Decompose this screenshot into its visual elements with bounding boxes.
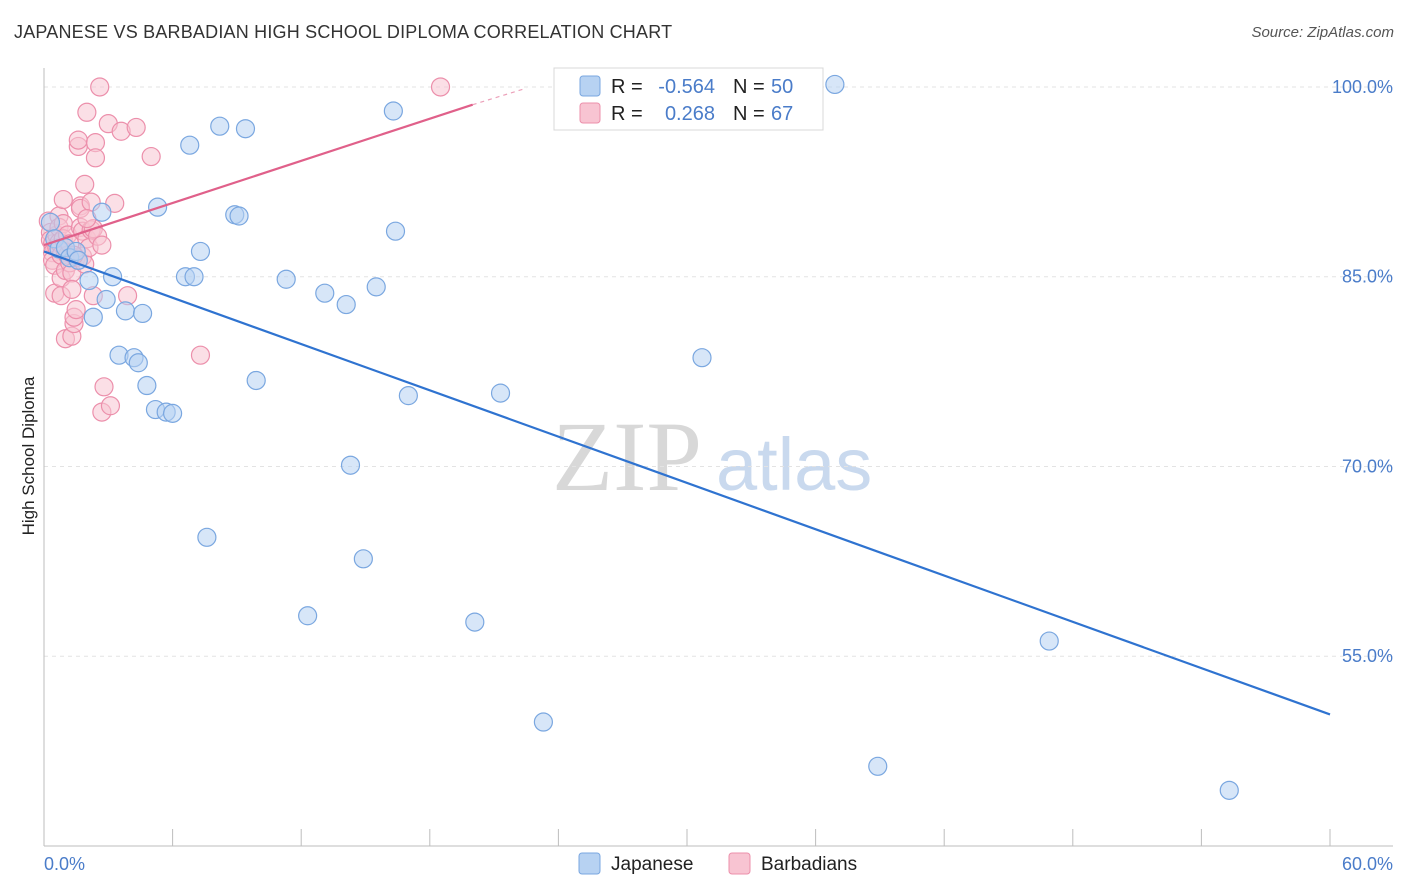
y-tick-label: 85.0%: [1342, 267, 1393, 287]
japanese-point: [398, 386, 418, 406]
trend-lines: [43, 87, 1331, 716]
barbadian-point: [141, 146, 161, 167]
japanese-point: [298, 606, 318, 626]
japanese-point: [96, 289, 116, 310]
japanese-point: [533, 712, 553, 732]
japanese-point: [115, 301, 136, 321]
barbadian-point: [75, 174, 95, 194]
japanese-point: [366, 277, 386, 297]
barbadian-point: [53, 189, 73, 210]
legend-n-value-2: 67: [771, 103, 793, 125]
japanese-trend-line: [43, 250, 1331, 716]
japanese-point: [383, 101, 403, 121]
barbadian-point: [190, 345, 211, 365]
barbadian-point: [85, 148, 106, 168]
gridlines: [44, 86, 1393, 657]
chart-title: JAPANESE VS BARBADIAN HIGH SCHOOL DIPLOM…: [14, 22, 673, 42]
bottom-legend-swatch-barbadians: [728, 852, 751, 875]
barbadian-point: [92, 235, 112, 255]
barbadian-point: [90, 77, 110, 97]
japanese-point: [235, 119, 256, 139]
barbadian-point: [430, 77, 451, 97]
japanese-point: [128, 353, 148, 373]
legend-swatch-barbadians: [579, 102, 601, 124]
x-tick-label-max: 60.0%: [1342, 854, 1393, 874]
y-tick-label: 100.0%: [1332, 77, 1393, 97]
legend-n-value-1: 50: [771, 76, 793, 98]
y-tick-label: 70.0%: [1342, 456, 1393, 476]
japanese-point: [692, 348, 712, 368]
japanese-point: [132, 303, 153, 324]
watermark-atlas: atlas: [716, 423, 872, 506]
correlation-legend: R = -0.564 N = 50 R = 0.268 N = 67: [553, 67, 824, 131]
japanese-point: [210, 116, 230, 136]
y-axis-title: High School Diploma: [19, 376, 38, 535]
japanese-point: [336, 294, 356, 315]
y-tick-labels: 100.0% 85.0% 70.0% 55.0%: [1332, 77, 1393, 666]
japanese-point: [315, 283, 335, 303]
legend-r-label-1: R =: [611, 76, 643, 98]
japanese-points: [40, 74, 1239, 800]
barbadian-point: [68, 130, 88, 150]
x-tick-label-min: 0.0%: [44, 854, 85, 874]
barbadian-point: [66, 300, 86, 320]
japanese-point: [137, 375, 157, 396]
watermark-zip: ZIP: [552, 401, 702, 512]
japanese-point: [1219, 780, 1239, 800]
japanese-point: [83, 307, 103, 327]
japanese-point: [79, 270, 99, 291]
source-label: Source: ZipAtlas.com: [1251, 24, 1394, 41]
japanese-point: [465, 612, 485, 632]
barbadian-trend-extension: [472, 87, 527, 106]
japanese-point: [40, 212, 61, 232]
y-tick-label: 55.0%: [1342, 646, 1393, 666]
legend-swatch-japanese: [579, 75, 601, 97]
barbadian-trend-line: [43, 103, 474, 247]
barbadian-point: [126, 117, 146, 138]
bottom-legend-swatch-japanese: [578, 852, 601, 875]
japanese-point: [1039, 631, 1059, 651]
legend-n-label-2: N =: [733, 103, 765, 125]
japanese-point: [184, 267, 204, 287]
legend-n-label-1: N =: [733, 76, 765, 98]
japanese-point: [180, 135, 200, 155]
bottom-legend-label-barbadians: Barbadians: [761, 854, 857, 875]
japanese-point: [276, 269, 296, 289]
japanese-point: [246, 370, 266, 391]
japanese-point: [868, 756, 888, 776]
barbadian-point: [62, 279, 82, 299]
japanese-point: [229, 206, 249, 226]
japanese-point: [340, 455, 361, 475]
legend-r-label-2: R =: [611, 103, 643, 125]
japanese-point: [825, 74, 845, 95]
barbadian-point: [77, 102, 97, 122]
bottom-legend-label-japanese: Japanese: [611, 854, 693, 875]
japanese-point: [163, 403, 183, 423]
barbadian-point: [94, 377, 114, 397]
barbadian-point: [100, 396, 121, 416]
japanese-point: [490, 383, 511, 403]
legend-r-value-2: 0.268: [665, 103, 715, 125]
x-ticks: [172, 829, 1331, 846]
japanese-point: [92, 202, 112, 222]
japanese-point: [190, 241, 211, 262]
legend-r-value-1: -0.564: [658, 76, 715, 98]
japanese-point: [353, 549, 373, 569]
japanese-point: [385, 221, 406, 241]
japanese-point: [197, 527, 217, 547]
series-legend: Japanese Barbadians: [578, 852, 857, 875]
